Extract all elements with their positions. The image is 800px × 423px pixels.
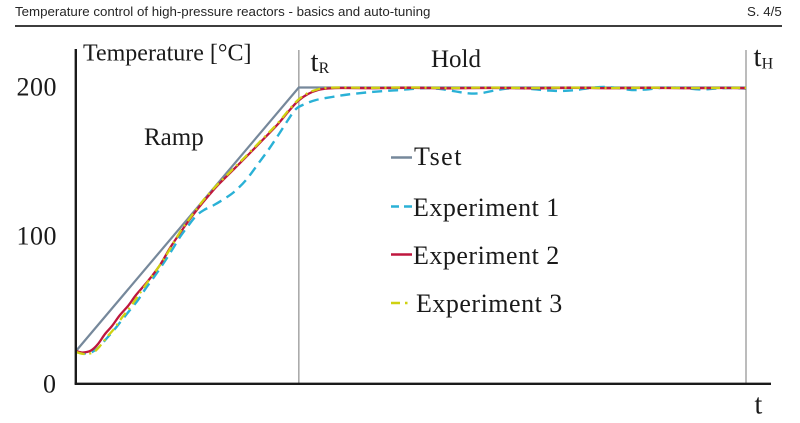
svg-text:Experiment 1: Experiment 1: [413, 193, 560, 222]
svg-text:tH: tH: [754, 41, 774, 73]
svg-text:Experiment 2: Experiment 2: [413, 241, 560, 270]
svg-text:Experiment 3: Experiment 3: [416, 289, 563, 318]
svg-text:200: 200: [17, 73, 58, 102]
svg-text:tR: tR: [311, 46, 330, 78]
svg-text:Tset: Tset: [414, 142, 463, 171]
svg-text:0: 0: [43, 370, 56, 399]
svg-text:Ramp: Ramp: [144, 124, 204, 151]
svg-text:Hold: Hold: [431, 46, 482, 73]
svg-text:Temperature [°C]: Temperature [°C]: [83, 41, 252, 67]
svg-text:100: 100: [17, 222, 58, 251]
svg-text:t: t: [755, 390, 763, 421]
